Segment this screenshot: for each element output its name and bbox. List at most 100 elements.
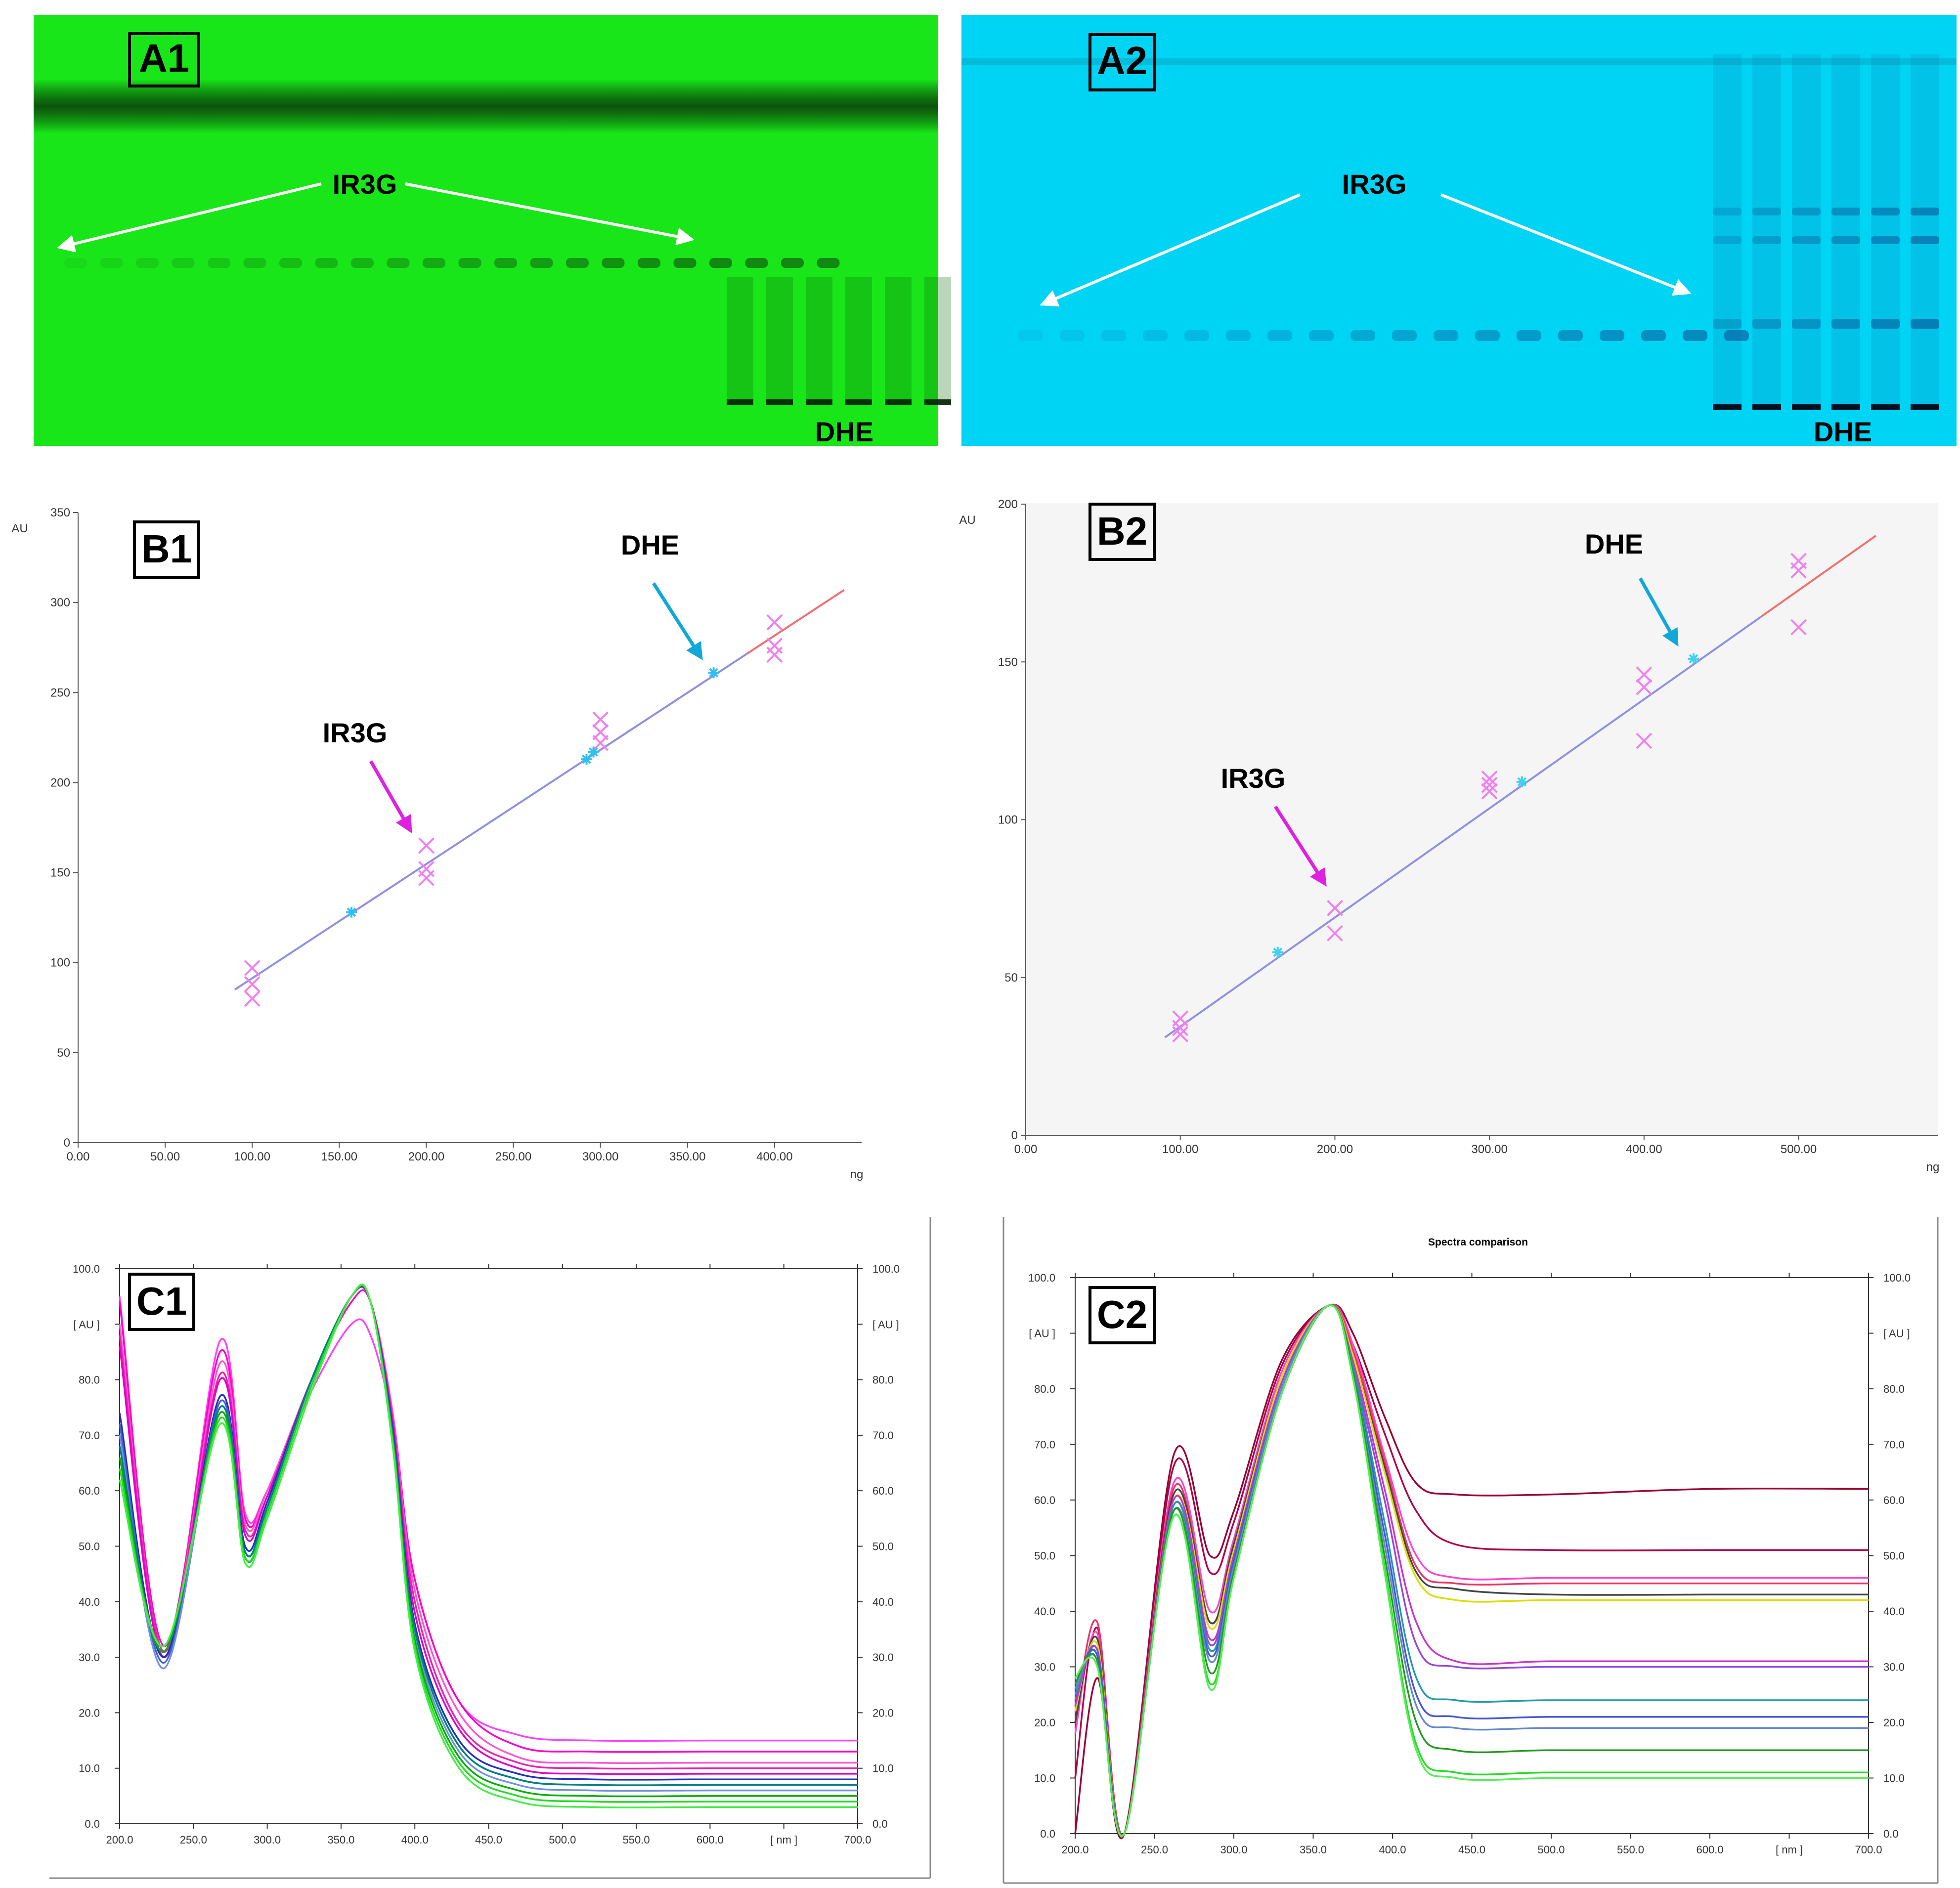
y-tick-label: 80.0 (79, 1374, 100, 1386)
spectrum-line (1074, 1304, 1869, 1837)
dhe-band (727, 399, 753, 405)
calibration-point (1172, 1026, 1189, 1043)
dhe-band (806, 399, 832, 405)
ir3g-band (1792, 319, 1821, 329)
marks-c2 (1074, 1303, 1869, 1840)
y-tick-label-right: 100.0 (1883, 1272, 1911, 1284)
y-tick-label: [ AU ] (73, 1318, 100, 1330)
marks-b2 (1164, 535, 1877, 1043)
x-tick-label: 700.0 (844, 1834, 871, 1846)
x-tick-label: 600.0 (1696, 1844, 1723, 1856)
dhe-band (1871, 404, 1900, 410)
panel-label-box-a1 (128, 32, 200, 87)
x-tick-label: 450.0 (475, 1834, 502, 1846)
ir3g-band (1309, 330, 1334, 341)
sample-lane (1831, 54, 1860, 410)
y-axis-label: AU (959, 514, 975, 527)
x-tick-label: 350.0 (327, 1834, 354, 1846)
plate-a2 (961, 15, 1957, 446)
y-tick-label: 30.0 (79, 1651, 100, 1664)
y-tick-label: 100 (50, 956, 70, 970)
spectrum-line (1074, 1303, 1869, 1840)
y-tick-label-right: 70.0 (872, 1429, 894, 1442)
ir3g-band (136, 258, 159, 268)
regression-line (234, 653, 747, 991)
y-tick-label: 50 (1004, 971, 1018, 985)
ir3g-arrow-right-a2 (1440, 193, 1692, 296)
ir3g-band (1060, 330, 1085, 341)
y-tick-label: 60.0 (1034, 1494, 1055, 1506)
extra-band (1713, 208, 1742, 215)
ir3g-band (1475, 330, 1500, 341)
x-tick-label: 550.0 (623, 1834, 650, 1846)
x-tick-label: 0.00 (67, 1150, 90, 1163)
sample-point (581, 754, 592, 765)
extra-band (1752, 236, 1781, 244)
x-tick-label: 0.00 (1014, 1143, 1038, 1156)
extra-band (1792, 236, 1821, 244)
dhe-band (1713, 404, 1742, 410)
sample-lane (924, 277, 951, 405)
sample-lane (885, 277, 912, 405)
ir3g-band (494, 258, 517, 268)
solvent-front-line-a2 (961, 58, 1957, 65)
spectrum-line (119, 1286, 858, 1764)
ir3g-band (530, 258, 553, 268)
sample-lane (806, 277, 832, 405)
x-tick-label: 200.0 (106, 1834, 133, 1846)
ir3g-band (1226, 330, 1251, 341)
y-tick-label: 150 (50, 866, 70, 880)
ir3g-arrow-b1 (369, 760, 412, 834)
ir3g-arrow-left-a2 (1040, 193, 1301, 307)
ir3g-band (1517, 330, 1541, 341)
extra-band (1831, 236, 1860, 244)
y-tick-label: 0.0 (85, 1818, 100, 1830)
axes-b2: 0.00 100.00 200.00 300.00 400.00 500.00 0 50 100… (959, 498, 1939, 1174)
y-tick-label-right: [ AU ] (1883, 1328, 1910, 1340)
panel-label-a1: A1 (139, 36, 189, 80)
y-tick-label: 100 (998, 814, 1018, 827)
dhe-arrow-b1 (652, 582, 703, 660)
ir3g-label-a2: IR3G (1342, 169, 1407, 200)
y-tick-label: 50.0 (1034, 1550, 1055, 1562)
y-tick-label: 0 (1011, 1129, 1018, 1142)
calibration-point (1327, 900, 1343, 916)
x-tick-label: 100.00 (1162, 1143, 1198, 1156)
sample-lane (845, 277, 872, 405)
x-axis-label: ng (1926, 1160, 1940, 1174)
x-tick-label: 100.00 (234, 1150, 270, 1163)
y-tick-label: 0.0 (1040, 1828, 1055, 1840)
panel-label-b1: B1 (141, 527, 192, 571)
panel-a2: A2 IR3G DHE (961, 15, 1957, 447)
ir3g-band (208, 258, 230, 268)
ir3g-band (673, 258, 697, 268)
calibration-point (1790, 619, 1807, 636)
ir3g-band (1143, 330, 1168, 341)
ir3g-band (387, 258, 410, 268)
ir3g-band (1713, 319, 1742, 329)
x-tick-label: 550.0 (1617, 1844, 1644, 1856)
ir3g-band (1871, 319, 1900, 329)
ir3g-band (1683, 330, 1707, 341)
ir3g-band (172, 258, 195, 268)
y-tick-label: 40.0 (1034, 1605, 1055, 1618)
ir3g-band (458, 258, 481, 268)
calibration-point (1481, 783, 1498, 800)
panel-label-a2: A2 (1097, 39, 1147, 83)
calibration-point (1636, 732, 1653, 749)
ir3g-band (1018, 330, 1043, 341)
y-tick-label: 20.0 (79, 1707, 100, 1719)
y-tick-label: 100.0 (1028, 1272, 1055, 1284)
extra-band (1831, 208, 1860, 215)
ir3g-band (602, 258, 625, 268)
panel-label-box-a2 (1089, 33, 1156, 91)
sample-point (1272, 946, 1283, 958)
dhe-band (1831, 404, 1860, 410)
sample-point (1688, 653, 1699, 664)
panel-b2: 0.00 100.00 200.00 300.00 400.00 500.00 0 50 100… (959, 498, 1939, 1174)
y-tick-label-right: 70.0 (1883, 1439, 1905, 1451)
sample-lane (766, 277, 793, 405)
x-tick-label: [ nm ] (770, 1834, 797, 1846)
y-tick-label-right: 40.0 (872, 1596, 894, 1608)
ir3g-arrow-b2 (1274, 806, 1327, 887)
